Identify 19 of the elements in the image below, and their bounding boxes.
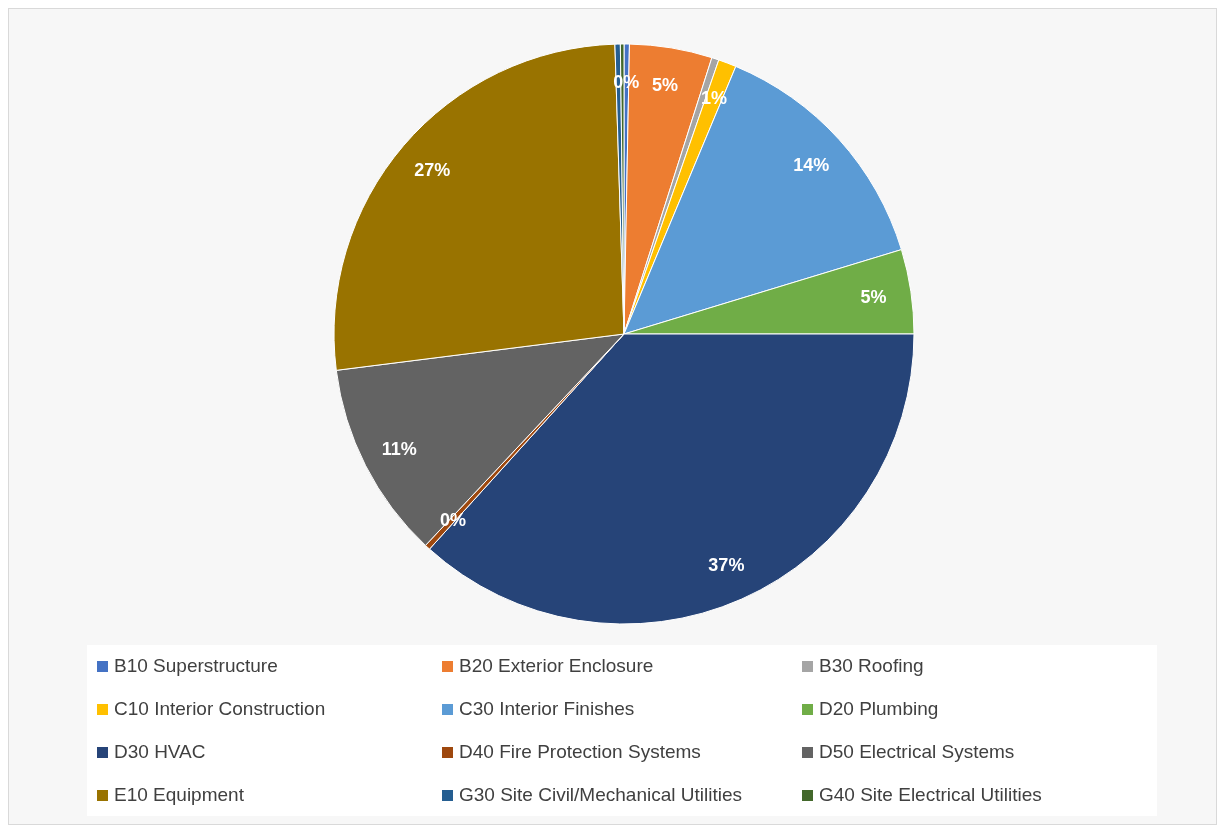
data-label: 11% (381, 438, 417, 459)
data-label: 5% (860, 286, 887, 307)
legend-label: D20 Plumbing (819, 698, 939, 720)
legend-label: D40 Fire Protection Systems (459, 741, 701, 763)
data-label: 0% (613, 71, 640, 92)
data-label: 14% (793, 154, 830, 175)
legend-label: D50 Electrical Systems (819, 741, 1015, 763)
legend-label: G30 Site Civil/Mechanical Utilities (459, 784, 742, 806)
legend-label: C10 Interior Construction (114, 698, 326, 720)
legend-label: B20 Exterior Enclosure (459, 655, 654, 677)
data-label: 37% (708, 554, 745, 575)
data-label: 27% (414, 160, 451, 181)
legend-label: D30 HVAC (114, 741, 206, 763)
legend-label: B30 Roofing (819, 655, 924, 677)
legend-label: G40 Site Electrical Utilities (819, 784, 1042, 806)
data-label: 5% (652, 75, 679, 96)
legend-label: E10 Equipment (114, 784, 244, 806)
legend-label: B10 Superstructure (114, 655, 278, 677)
legend-label: C30 Interior Finishes (459, 698, 635, 720)
